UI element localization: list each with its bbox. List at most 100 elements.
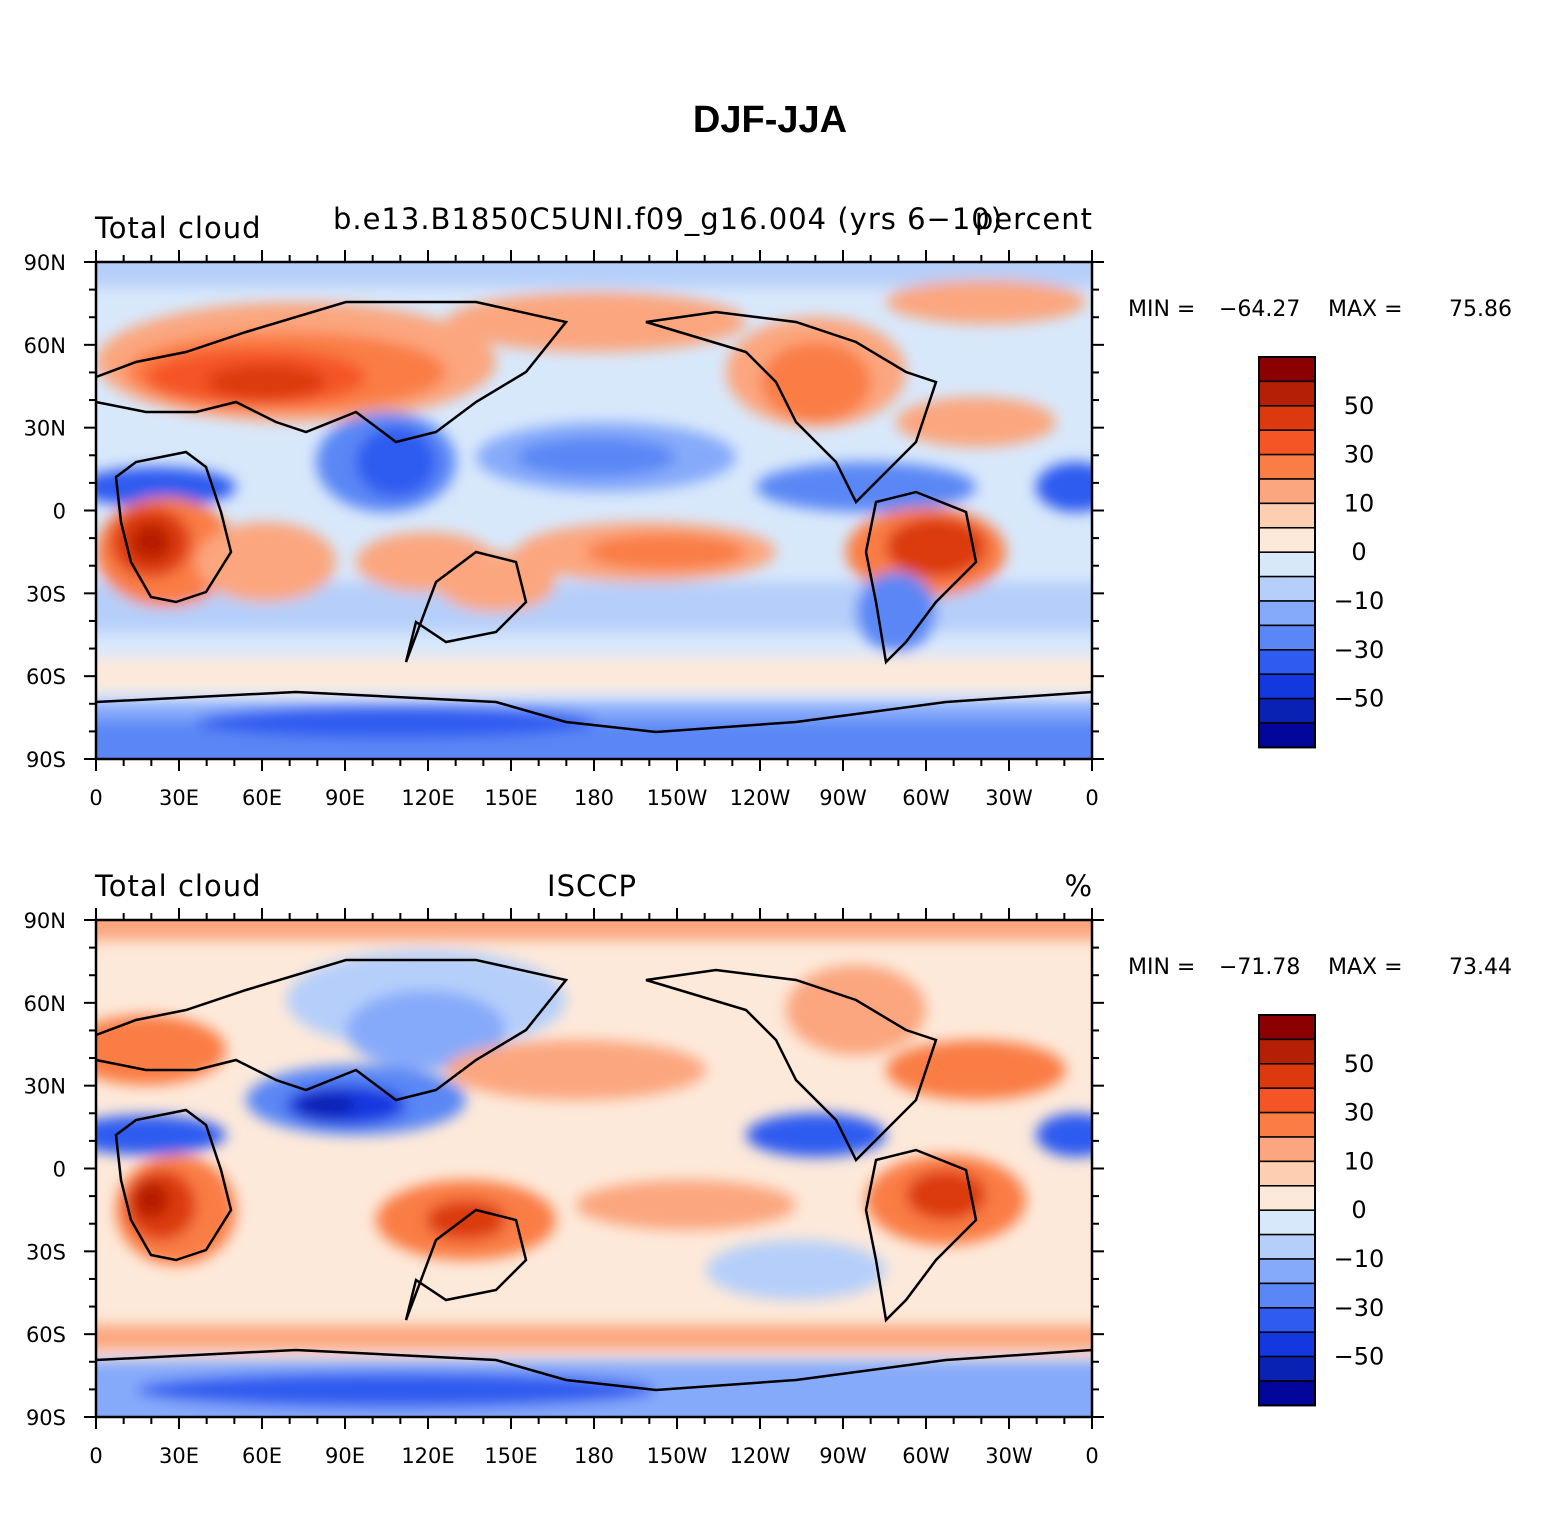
colorbar-swatch (1258, 1111, 1316, 1138)
lon-tick-label: 60E (242, 786, 282, 810)
panel-1-right-title: percent (975, 202, 1093, 236)
contour-field-2 (96, 920, 1092, 1417)
map-plot-1: 0 30E 60E 90E 120E 150E 180 150W 120W 90W 60W 30W 09… (24, 250, 1104, 810)
lon-tick-label: 120E (401, 1444, 454, 1468)
colorbar-swatch (1258, 649, 1316, 675)
lon-tick-label: 0 (89, 1444, 102, 1468)
colorbar-swatch (1258, 697, 1316, 724)
lat-tick-label: 60N (24, 992, 66, 1016)
lon-tick-label: 180 (574, 786, 614, 810)
colorbar-label: −10 (1334, 587, 1385, 615)
colorbar-swatch (1258, 1038, 1316, 1065)
colorbar-swatch (1258, 502, 1316, 529)
lon-tick-label: 90E (325, 1444, 365, 1468)
colorbar-frame (1258, 1014, 1316, 1407)
colorbar-swatch (1258, 380, 1316, 407)
lat-tick-label: 90S (26, 748, 66, 772)
lon-tick-label: 120W (730, 786, 791, 810)
lat-tick-label: 90N (24, 909, 66, 933)
lon-tick-label: 90E (325, 786, 365, 810)
colorbar-label: 0 (1351, 1196, 1366, 1224)
lon-tick-label: 60W (902, 786, 950, 810)
figure-title: DJF-JJA (693, 99, 847, 141)
colorbar-swatch (1258, 600, 1316, 627)
colorbar-swatch (1258, 722, 1316, 749)
colorbar-swatch (1258, 356, 1316, 383)
colorbar-swatch (1258, 1380, 1316, 1407)
axis-ticks-1: 0 30E 60E 90E 120E 150E 180 150W 120W 90W 60W 30W 09… (24, 250, 1104, 810)
panel-1-center-title: b.e13.B1850C5UNI.f09_g16.004 (yrs 6−10) (333, 202, 1003, 236)
colorbar-label: −50 (1334, 685, 1385, 713)
lon-tick-label: 0 (89, 786, 102, 810)
coastlines-1 (95, 300, 1093, 734)
colorbar-swatch (1258, 527, 1316, 553)
lat-tick-label: 30N (24, 417, 66, 441)
colorbar-swatch (1258, 551, 1316, 578)
colorbar-2: 50 30 10 0 −10 −30 −50 (1258, 1014, 1385, 1407)
colorbar-label: 50 (1344, 392, 1375, 420)
colorbar-swatch (1258, 1063, 1316, 1089)
lon-tick-label: 150W (647, 786, 708, 810)
colorbar-swatch (1258, 1233, 1316, 1260)
colorbar-label: 50 (1344, 1050, 1375, 1078)
panel-1-max-value: 75.86 (1449, 297, 1512, 322)
colorbar-frame (1258, 356, 1316, 749)
colorbar-swatch (1258, 1209, 1316, 1236)
lon-tick-label: 180 (574, 1444, 614, 1468)
panel-2-max-label: MAX = (1328, 955, 1403, 980)
lat-tick-label: 60S (26, 1323, 66, 1347)
panel-2-right-title: % (1064, 869, 1093, 903)
panel-2-left-title: Total cloud (94, 869, 261, 903)
colorbar-swatch (1258, 405, 1316, 431)
lon-tick-label: 120W (730, 1444, 791, 1468)
colorbar-label: −30 (1334, 1294, 1385, 1322)
lat-tick-label: 60S (26, 665, 66, 689)
lat-tick-label: 30N (24, 1075, 66, 1099)
colorbar-swatch (1258, 1282, 1316, 1309)
panel-1-min-value: −64.27 (1219, 297, 1300, 322)
colorbar-swatch (1258, 1160, 1316, 1187)
map-plot-2: 0 30E 60E 90E 120E 150E 180 150W 120W 90W 60W 30W 09… (24, 908, 1104, 1468)
panel-2-max-value: 73.44 (1449, 955, 1512, 980)
lat-tick-label: 90N (24, 251, 66, 275)
lon-tick-label: 60E (242, 1444, 282, 1468)
colorbar-swatch (1258, 1087, 1316, 1114)
lat-tick-label: 0 (53, 1158, 66, 1182)
lat-tick-label: 30S (26, 582, 66, 606)
lon-tick-label: 30W (985, 1444, 1033, 1468)
panel-2-min-label: MIN = (1128, 955, 1195, 980)
colorbar-label: −10 (1334, 1245, 1385, 1273)
colorbar-label: 30 (1344, 441, 1375, 469)
panel-1-max-label: MAX = (1328, 297, 1403, 322)
colorbar-swatch (1258, 1355, 1316, 1382)
lon-tick-label: 90W (819, 1444, 867, 1468)
lat-tick-label: 0 (53, 500, 66, 524)
panel-observed: Total cloud ISCCP % (24, 869, 1512, 1468)
colorbar-swatch (1258, 1331, 1316, 1358)
lon-tick-label: 30W (985, 786, 1033, 810)
lat-tick-label: 90S (26, 1406, 66, 1430)
colorbar-swatch (1258, 429, 1316, 456)
colorbar-label: −50 (1334, 1343, 1385, 1371)
colorbar-swatch (1258, 1307, 1316, 1333)
colorbar-swatch (1258, 575, 1316, 602)
colorbar-1: 50 30 10 0 −10 −30 −50 (1258, 356, 1385, 749)
lon-tick-label: 30E (159, 786, 199, 810)
lon-tick-label: 60W (902, 1444, 950, 1468)
colorbar-swatch (1258, 1185, 1316, 1211)
colorbar-swatch (1258, 453, 1316, 480)
panel-2-min-value: −71.78 (1219, 955, 1300, 980)
coastlines-2 (95, 958, 1093, 1392)
colorbar-swatch (1258, 624, 1316, 651)
colorbar-label: 30 (1344, 1099, 1375, 1127)
lat-tick-label: 60N (24, 334, 66, 358)
colorbar-swatch (1258, 1136, 1316, 1163)
lon-tick-label: 0 (1085, 786, 1098, 810)
panel-2-center-title: ISCCP (547, 869, 637, 903)
colorbar-label: −30 (1334, 636, 1385, 664)
colorbar-swatch (1258, 1258, 1316, 1285)
colorbar-swatch (1258, 673, 1316, 700)
lon-tick-label: 120E (401, 786, 454, 810)
colorbar-label: 10 (1344, 1147, 1375, 1175)
